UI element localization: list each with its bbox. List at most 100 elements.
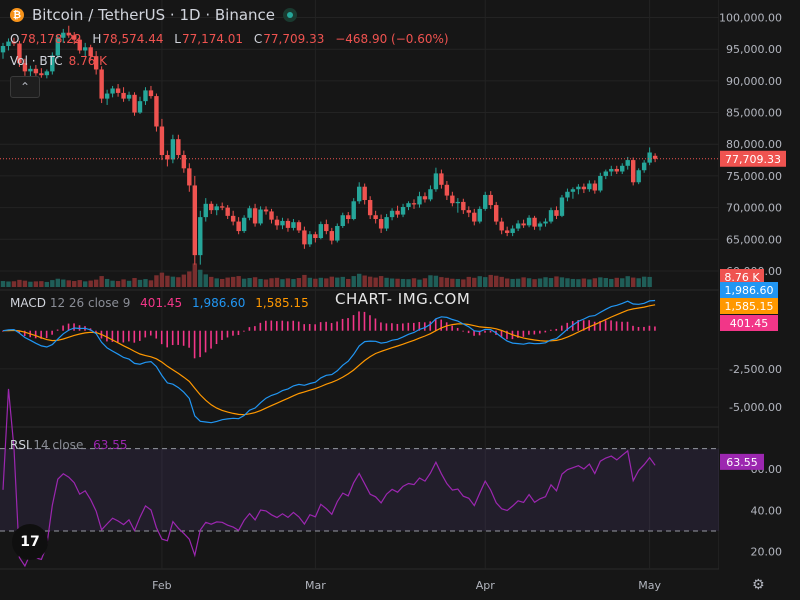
volume-bar <box>417 279 422 287</box>
volume-bar <box>225 277 230 287</box>
macd-histogram-bar <box>396 323 399 331</box>
macd-histogram-bar <box>232 330 234 336</box>
volume-bar <box>66 280 71 287</box>
volume-bar <box>99 276 104 287</box>
candle-body <box>510 228 515 233</box>
last-price-label: 77,709.33 <box>725 153 781 166</box>
volume-bar <box>258 278 263 287</box>
candle-body <box>126 94 132 99</box>
rsi-line <box>2 388 656 568</box>
candle-body <box>515 223 521 229</box>
volume-bar <box>570 278 576 287</box>
macd-badge-label: 1,585.15 <box>725 300 774 313</box>
volume-bar <box>472 277 477 287</box>
candle-body <box>88 47 93 57</box>
collapse-legend-button[interactable]: ⌃ <box>10 76 40 98</box>
candle-body <box>176 139 181 156</box>
macd-params: 12 26 close 9 <box>49 296 131 310</box>
candle-body <box>570 189 576 192</box>
volume-bar <box>44 281 50 287</box>
chevron-up-icon: ⌃ <box>19 80 31 94</box>
candle-body <box>159 126 165 156</box>
time-tick-label: Mar <box>305 579 326 592</box>
macd-histogram-bar <box>276 321 278 331</box>
candle-body <box>236 221 241 232</box>
candle-body <box>521 223 526 226</box>
macd-histogram-bar <box>478 330 481 336</box>
candle-body <box>373 215 378 220</box>
candle-body <box>247 208 252 218</box>
price-candles <box>0 25 658 265</box>
volume-bar <box>214 278 219 287</box>
macd-histogram-bar <box>413 322 415 331</box>
candle-body <box>428 189 433 200</box>
volume-bar <box>72 281 77 287</box>
volume-bar <box>433 275 439 287</box>
macd-histogram-bar <box>434 318 437 331</box>
candle-body <box>0 46 6 53</box>
macd-histogram-bar <box>73 323 75 331</box>
candle-body <box>335 225 340 241</box>
tradingview-logo-icon[interactable]: 17 <box>12 524 48 560</box>
macd-histogram-bar <box>166 330 168 348</box>
price-tick-label: 100,000.00 <box>719 12 782 25</box>
volume-bar <box>641 276 647 287</box>
candle-body <box>148 90 154 97</box>
volume-bar <box>313 278 318 287</box>
volume-bar <box>28 281 33 287</box>
candle-body <box>439 173 444 185</box>
candle-body <box>400 206 406 215</box>
candle-body <box>576 186 581 190</box>
volume-bar <box>335 277 340 287</box>
volume-bar <box>384 277 389 287</box>
candle-body <box>406 203 411 207</box>
volume-bar <box>373 277 378 287</box>
candle-body <box>526 217 532 226</box>
candle-body <box>389 210 395 218</box>
volume-bar <box>598 277 603 287</box>
macd-histogram-bar <box>648 325 651 331</box>
price-tick-label: 75,000.00 <box>726 170 782 183</box>
rsi-params: 14 close <box>33 438 84 452</box>
candle-body <box>647 152 652 163</box>
volume-bar <box>55 278 60 287</box>
candle-body <box>110 88 115 94</box>
volume-bar <box>329 276 334 287</box>
open-value: 78,178.22 <box>20 32 82 46</box>
macd-histogram-bar <box>23 330 26 336</box>
time-axis: Feb Mar Apr May <box>152 579 661 592</box>
gear-icon[interactable]: ⚙ <box>752 577 765 593</box>
macd-histogram-bar <box>193 330 196 359</box>
candle-body <box>263 209 269 212</box>
candle-body <box>652 155 658 159</box>
candle-body <box>61 32 66 38</box>
volume-bar <box>192 263 197 287</box>
candle-body <box>307 234 313 245</box>
candle-body <box>203 203 208 218</box>
candle-body <box>39 73 44 76</box>
candle-body <box>209 203 214 211</box>
macd-histogram-bar <box>369 315 371 331</box>
rsi-band-fill <box>0 448 719 531</box>
volume-bar <box>203 274 208 287</box>
volume-bar <box>274 277 280 287</box>
macd-histogram-bar <box>456 327 459 331</box>
candle-body <box>154 96 159 127</box>
candle-body <box>280 220 285 226</box>
macd-histogram-bar <box>111 330 114 342</box>
macd-histogram-bar <box>226 330 229 338</box>
macd-histogram-bar <box>385 323 388 331</box>
macd-histogram-bar <box>599 321 601 331</box>
macd-histogram-bar <box>654 326 656 331</box>
time-tick-label: May <box>638 579 661 592</box>
macd-histogram-bar <box>18 330 21 333</box>
symbol-title[interactable]: Bitcoin / TetherUS · 1D · Binance <box>32 6 275 24</box>
ohlc-legend: O78,178.22 H78,574.44 L77,174.01 C77,709… <box>10 32 456 46</box>
volume-bar <box>357 273 362 287</box>
volume-bar <box>592 278 598 287</box>
price-tick-label: 90,000.00 <box>726 75 782 88</box>
volume-bar <box>22 280 28 287</box>
volume-bar <box>126 280 132 287</box>
volume-bar <box>269 278 274 287</box>
